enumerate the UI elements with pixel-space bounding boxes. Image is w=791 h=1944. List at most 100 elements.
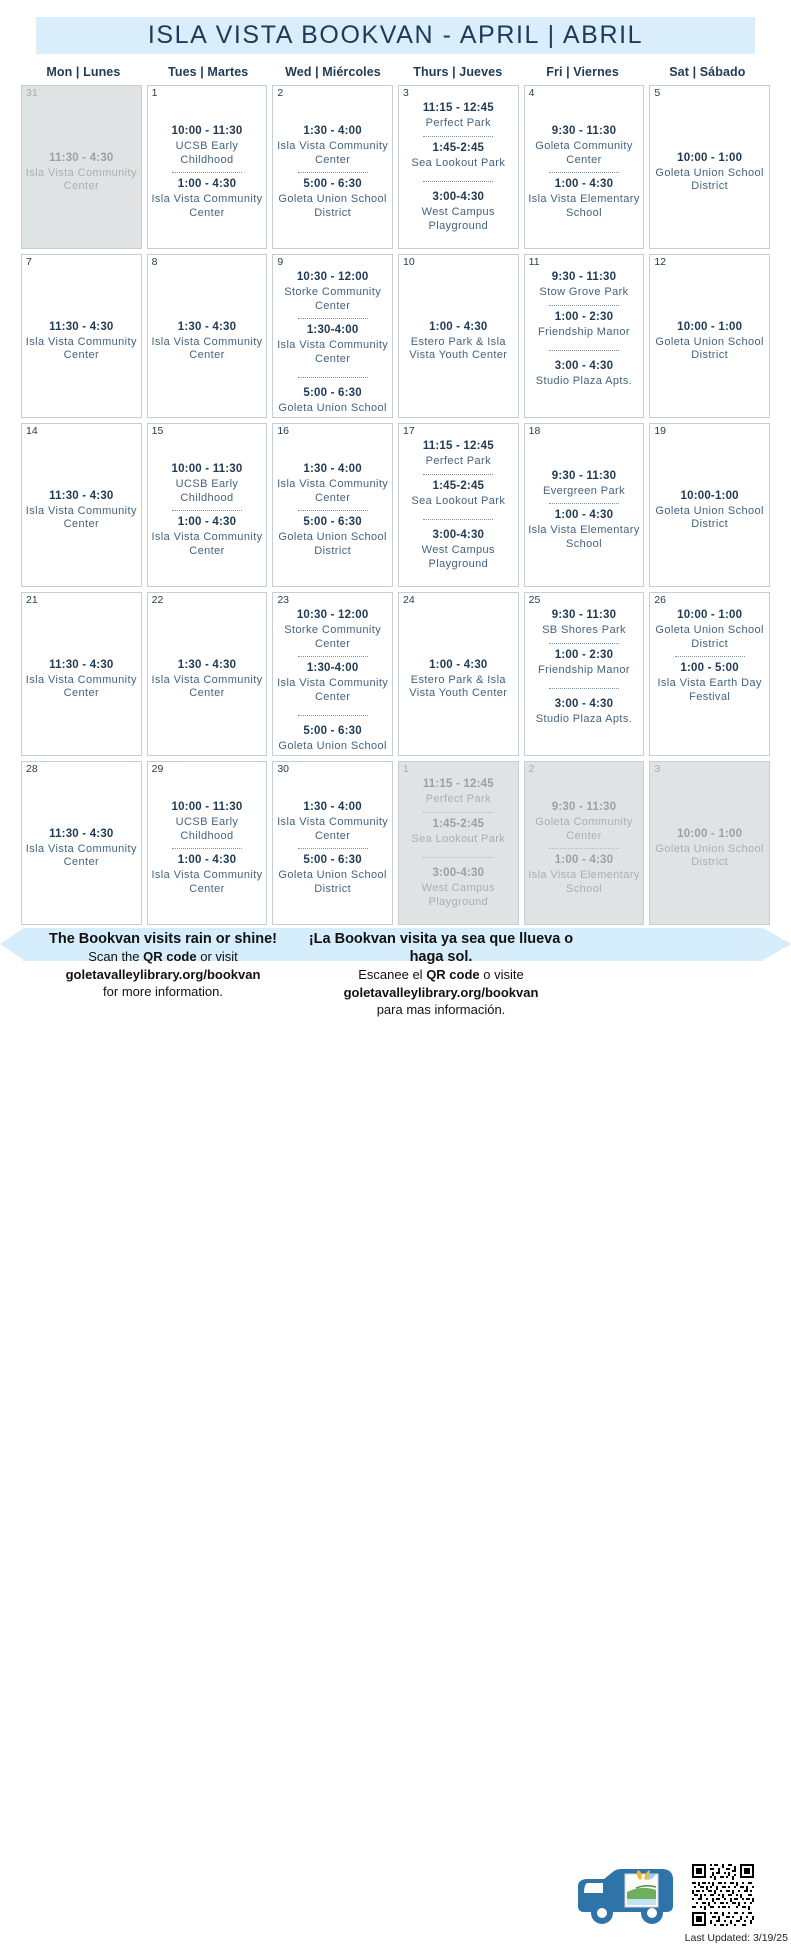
calendar-day-cell[interactable]: 10 1:00 - 4:30 Estero Park & Isla Vista Yo… — [397, 254, 519, 418]
event-separator — [297, 656, 368, 657]
event-item[interactable]: 3:00-4:30 West Campus Playground — [402, 866, 515, 909]
calendar-day-cell[interactable]: 1 10:00 - 11:30 UCSB Early Childhood 1:00 -… — [146, 85, 268, 249]
event-item[interactable]: 10:00 - 11:30 UCSB Early Childhood — [151, 462, 264, 505]
event-item[interactable]: 3:00 - 4:30 Studio Plaza Apts. — [528, 697, 641, 727]
event-item[interactable]: 5:00 - 6:30 Goleta Union School District — [276, 853, 389, 896]
event-item[interactable]: 11:15 - 12:45 Perfect Park — [402, 777, 515, 807]
calendar-day-cell[interactable]: 24 1:00 - 4:30 Estero Park & Isla Vista Yo… — [397, 592, 519, 756]
event-location: West Campus Playground — [421, 882, 495, 908]
event-time: 3:00-4:30 — [432, 191, 485, 203]
event-item[interactable]: 1:45-2:45 Sea Lookout Park — [402, 479, 515, 509]
event-item[interactable]: 1:00 - 4:30 Estero Park & Isla Vista Yout… — [402, 658, 515, 701]
event-item[interactable]: 1:00 - 5:00 Isla Vista Earth Day Festival — [653, 661, 766, 704]
event-item[interactable]: 1:30 - 4:30 Isla Vista Community Center — [151, 320, 264, 363]
event-item[interactable]: 9:30 - 11:30 SB Shores Park — [528, 608, 641, 638]
event-item[interactable]: 1:00 - 4:30 Isla Vista Elementary School — [528, 853, 641, 896]
calendar-day-cell[interactable]: 17 11:15 - 12:45 Perfect Park 1:45-2:45 Sea … — [397, 423, 519, 587]
event-item[interactable]: 10:00 - 1:00 Goleta Union School District — [653, 608, 766, 651]
event-item[interactable]: 10:00 - 11:30 UCSB Early Childhood — [151, 800, 264, 843]
calendar-day-cell[interactable]: 14 11:30 - 4:30 Isla Vista Community Cente… — [21, 423, 142, 587]
event-item[interactable]: 11:30 - 4:30 Isla Vista Community Center — [25, 151, 138, 194]
event-item[interactable]: 10:00 - 1:00 Goleta Union School District — [653, 827, 766, 870]
footer-english-url[interactable]: goletavalleylibrary.org/bookvan — [65, 966, 261, 982]
event-item[interactable]: 5:00 - 6:30 Goleta Union School District — [276, 515, 389, 558]
event-item[interactable]: 1:00 - 4:30 Isla Vista Elementary School — [528, 177, 641, 220]
calendar-day-cell[interactable]: 7 11:30 - 4:30 Isla Vista Community Center — [21, 254, 142, 418]
event-item[interactable]: 1:00 - 2:30 Friendship Manor — [528, 648, 641, 678]
calendar-day-cell[interactable]: 28 11:30 - 4:30 Isla Vista Community Cente… — [21, 761, 142, 925]
calendar-day-cell[interactable]: 30 1:30 - 4:00 Isla Vista Community Center… — [272, 761, 393, 925]
event-item[interactable]: 1:00 - 4:30 Isla Vista Community Center — [151, 515, 264, 558]
event-item[interactable]: 1:00 - 4:30 Isla Vista Community Center — [151, 853, 264, 896]
event-location: Sea Lookout Park — [411, 832, 506, 845]
calendar-day-cell[interactable]: 3 10:00 - 1:00 Goleta Union School Distric… — [649, 761, 770, 925]
event-item[interactable]: 3:00-4:30 West Campus Playground — [402, 190, 515, 233]
event-item[interactable]: 1:00 - 4:30 Isla Vista Community Center — [151, 177, 264, 220]
calendar-day-cell[interactable]: 1 11:15 - 12:45 Perfect Park 1:45-2:45 Sea L… — [397, 761, 519, 925]
footer-spanish-url[interactable]: goletavalleylibrary.org/bookvan — [343, 984, 539, 1000]
event-location: Stow Grove Park — [539, 286, 629, 298]
calendar-day-cell[interactable]: 9 10:30 - 12:00 Storke Community Center 1:3… — [272, 254, 393, 418]
event-item[interactable]: 3:00 - 4:30 Studio Plaza Apts. — [528, 359, 641, 389]
calendar-day-cell[interactable]: 18 9:30 - 11:30 Evergreen Park 1:00 - 4:30 I… — [523, 423, 645, 587]
event-item[interactable]: 1:00 - 4:30 Isla Vista Elementary School — [528, 508, 641, 551]
calendar-day-cell[interactable]: 25 9:30 - 11:30 SB Shores Park 1:00 - 2:30 F… — [523, 592, 645, 756]
event-item[interactable]: 1:30-4:00 Isla Vista Community Center — [276, 661, 389, 704]
event-item[interactable]: 10:00 - 11:30 UCSB Early Childhood — [151, 124, 264, 167]
event-item[interactable]: 1:30 - 4:00 Isla Vista Community Center — [276, 124, 389, 167]
event-item[interactable]: 1:30 - 4:30 Isla Vista Community Center — [151, 658, 264, 701]
event-item[interactable]: 11:30 - 4:30 Isla Vista Community Center — [25, 658, 138, 701]
event-item[interactable]: 10:00 - 1:00 Goleta Union School District — [653, 151, 766, 194]
event-item[interactable]: 5:00 - 6:30 Goleta Union School District — [276, 724, 389, 755]
event-item[interactable]: 9:30 - 11:30 Goleta Community Center — [528, 124, 641, 167]
event-item[interactable]: 1:30-4:00 Isla Vista Community Center — [276, 323, 389, 366]
event-item[interactable]: 10:30 - 12:00 Storke Community Center — [276, 270, 389, 313]
calendar-day-cell[interactable]: 2 9:30 - 11:30 Goleta Community Center 1:00… — [523, 761, 645, 925]
calendar-day-cell[interactable]: 3 11:15 - 12:45 Perfect Park 1:45-2:45 Sea L… — [397, 85, 519, 249]
event-item[interactable]: 5:00 - 6:30 Goleta Union School District — [276, 177, 389, 220]
event-item[interactable]: 11:30 - 4:30 Isla Vista Community Center — [25, 320, 138, 363]
event-item[interactable]: 11:15 - 12:45 Perfect Park — [402, 101, 515, 131]
calendar-day-cell[interactable]: 29 10:00 - 11:30 UCSB Early Childhood 1:00 … — [146, 761, 268, 925]
calendar-day-cell[interactable]: 19 10:00-1:00 Goleta Union School District — [649, 423, 770, 587]
event-item[interactable]: 9:30 - 11:30 Goleta Community Center — [528, 800, 641, 843]
calendar-day-cell[interactable]: 2 1:30 - 4:00 Isla Vista Community Center 5… — [272, 85, 393, 249]
calendar-day-cell[interactable]: 16 1:30 - 4:00 Isla Vista Community Center… — [272, 423, 393, 587]
event-time: 1:00 - 4:30 — [429, 658, 488, 671]
event-time: 1:30 - 4:00 — [303, 463, 362, 475]
event-item[interactable]: 1:30 - 4:00 Isla Vista Community Center — [276, 800, 389, 843]
calendar-day-cell[interactable]: 26 10:00 - 1:00 Goleta Union School Distri… — [649, 592, 770, 756]
qr-code-icon — [690, 1862, 756, 1928]
calendar-day-cell[interactable]: 23 10:30 - 12:00 Storke Community Center 1:… — [272, 592, 393, 756]
event-item[interactable]: 10:00-1:00 Goleta Union School District — [653, 489, 766, 532]
calendar-day-cell[interactable]: 12 10:00 - 1:00 Goleta Union School Distri… — [649, 254, 770, 418]
event-location: Friendship Manor — [537, 663, 630, 676]
event-location: Isla Vista Community Center — [151, 335, 263, 362]
event-item[interactable]: 1:00 - 2:30 Friendship Manor — [528, 310, 641, 340]
calendar-day-cell[interactable]: 22 1:30 - 4:30 Isla Vista Community Center — [146, 592, 268, 756]
event-item[interactable]: 3:00-4:30 West Campus Playground — [402, 528, 515, 571]
event-item[interactable]: 1:00 - 4:30 Estero Park & Isla Vista Yout… — [402, 320, 515, 363]
footer-english-block: The Bookvan visits rain or shine! Scan t… — [18, 930, 308, 1001]
event-item[interactable]: 10:30 - 12:00 Storke Community Center — [276, 608, 389, 651]
event-item[interactable]: 11:30 - 4:30 Isla Vista Community Center — [25, 489, 138, 532]
event-item[interactable]: 11:30 - 4:30 Isla Vista Community Center — [25, 827, 138, 870]
calendar-day-cell[interactable]: 15 10:00 - 11:30 UCSB Early Childhood 1:00 … — [146, 423, 268, 587]
event-item[interactable]: 9:30 - 11:30 Evergreen Park — [528, 469, 641, 499]
calendar-day-cell[interactable]: 11 9:30 - 11:30 Stow Grove Park 1:00 - 2:30… — [523, 254, 645, 418]
calendar-day-cell[interactable]: 5 10:00 - 1:00 Goleta Union School Distric… — [649, 85, 770, 249]
calendar-day-cell[interactable]: 21 11:30 - 4:30 Isla Vista Community Cente… — [21, 592, 142, 756]
event-item[interactable]: 5:00 - 6:30 Goleta Union School District — [276, 386, 389, 417]
event-item[interactable]: 1:45-2:45 Sea Lookout Park — [402, 817, 515, 847]
calendar-day-cell[interactable]: 4 9:30 - 11:30 Goleta Community Center 1:00… — [523, 85, 645, 249]
event-item[interactable]: 11:15 - 12:45 Perfect Park — [402, 439, 515, 469]
event-list: 11:15 - 12:45 Perfect Park 1:45-2:45 Sea Lo… — [402, 101, 515, 244]
event-item[interactable]: 9:30 - 11:30 Stow Grove Park — [528, 270, 641, 300]
day-number: 15 — [151, 425, 164, 437]
calendar-day-cell[interactable]: 8 1:30 - 4:30 Isla Vista Community Center — [146, 254, 268, 418]
event-item[interactable]: 10:00 - 1:00 Goleta Union School District — [653, 320, 766, 363]
event-item[interactable]: 1:30 - 4:00 Isla Vista Community Center — [276, 462, 389, 505]
event-item[interactable]: 1:45-2:45 Sea Lookout Park — [402, 141, 515, 171]
calendar-day-cell[interactable]: 31 11:30 - 4:30 Isla Vista Community Cente… — [21, 85, 142, 249]
event-location: Goleta Union School District — [278, 402, 387, 417]
